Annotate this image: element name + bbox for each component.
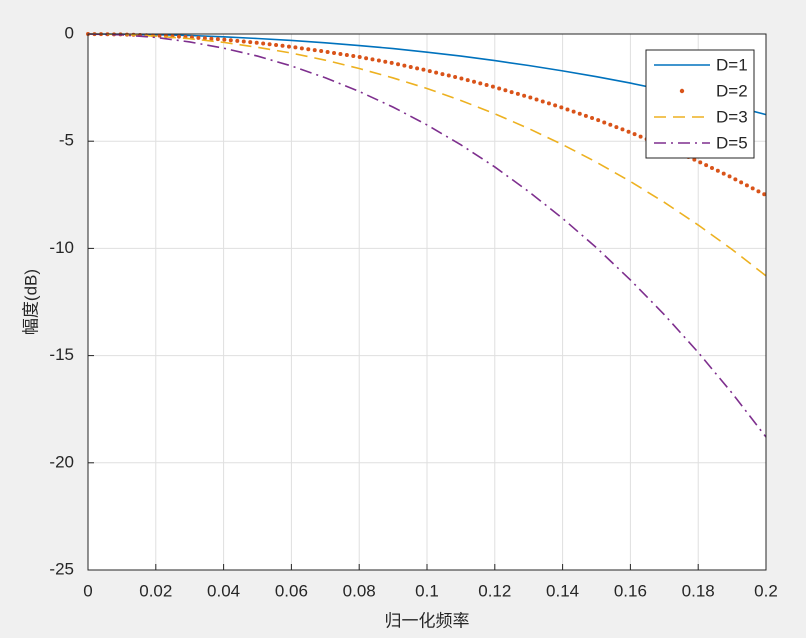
- x-tick-label: 0.18: [682, 581, 715, 600]
- legend-box: [645, 49, 755, 159]
- x-tick-label: 0.02: [139, 581, 172, 600]
- x-tick-label: 0.14: [546, 581, 579, 600]
- y-tick-label: -5: [59, 131, 74, 150]
- y-tick-label: -15: [49, 345, 74, 364]
- x-tick-label: 0.06: [275, 581, 308, 600]
- y-axis-label: 幅度(dB): [21, 269, 40, 335]
- x-tick-label: 0.16: [614, 581, 647, 600]
- x-tick-label: 0.04: [207, 581, 240, 600]
- y-tick-label: -20: [49, 452, 74, 471]
- series-line: [87, 33, 767, 277]
- legend-label: D=3: [716, 107, 748, 126]
- legend-label: D=1: [716, 55, 748, 74]
- legend-label: D=2: [716, 81, 748, 100]
- x-tick-label: 0.2: [754, 581, 778, 600]
- legend-swatch: [679, 88, 685, 94]
- y-tick-label: -25: [49, 559, 74, 578]
- x-tick-label: 0.12: [478, 581, 511, 600]
- legend: D=1 D=2 D=3 D=5: [645, 49, 755, 159]
- x-tick-label: 0: [83, 581, 92, 600]
- x-tick-label: 0.1: [415, 581, 439, 600]
- y-tick-label: 0: [65, 23, 74, 42]
- x-tick-label: 0.08: [343, 581, 376, 600]
- x-axis-label: 归一化频率: [385, 611, 470, 630]
- y-tick-label: -10: [49, 238, 74, 257]
- legend-label: D=5: [716, 133, 748, 152]
- series-line: [87, 33, 767, 438]
